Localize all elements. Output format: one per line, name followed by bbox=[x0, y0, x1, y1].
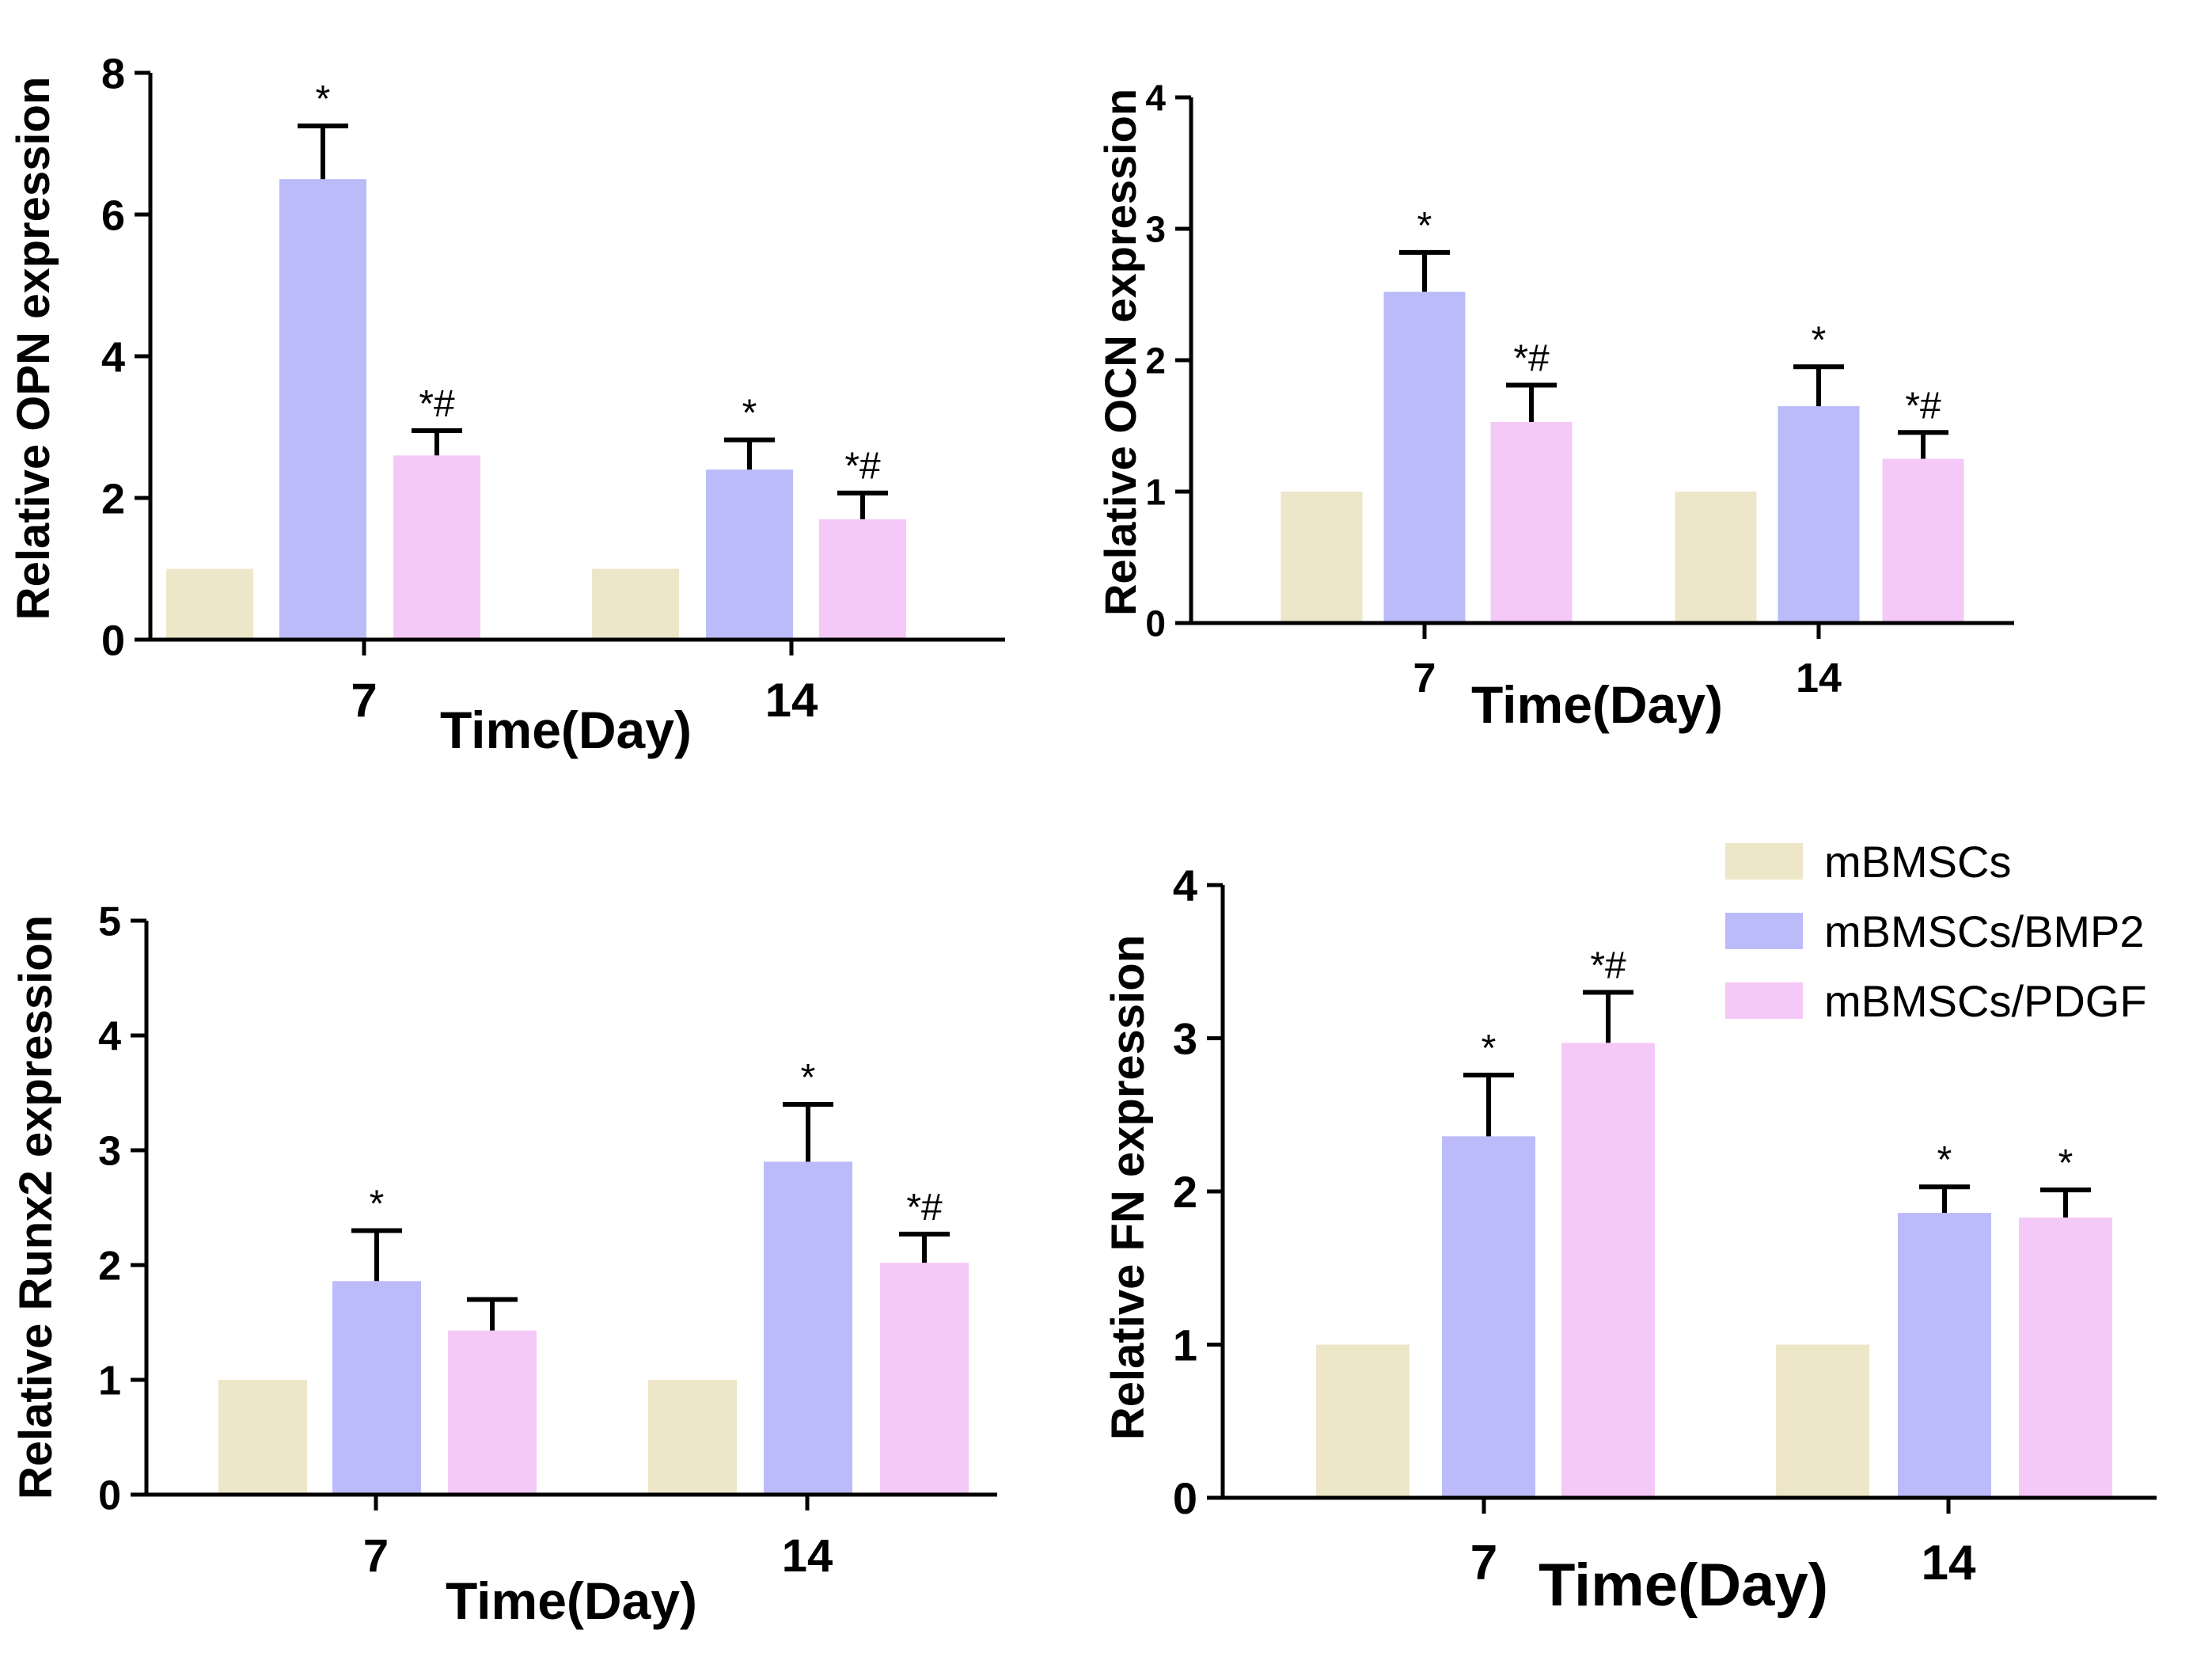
y-tick-label: 2 bbox=[101, 475, 125, 522]
bar bbox=[393, 455, 480, 637]
legend-label-mbmscs-pdgf: mBMSCs/PDGF bbox=[1824, 976, 2147, 1026]
legend-label-mbmscs-bmp2: mBMSCs/BMP2 bbox=[1824, 906, 2145, 956]
bar bbox=[166, 569, 253, 638]
significance-mark: * bbox=[370, 1184, 385, 1225]
y-tick-label: 4 bbox=[1145, 78, 1166, 119]
y-tick-label: 3 bbox=[98, 1129, 121, 1175]
significance-mark: *# bbox=[1513, 338, 1550, 380]
y-tick-label: 1 bbox=[1173, 1320, 1197, 1370]
y-tick-label: 2 bbox=[1173, 1167, 1197, 1217]
x-tick-label: 7 bbox=[1470, 1536, 1497, 1590]
ocn-chart-panel: 0 1 2 3 4 7 14 * * *# *# Time(Day) Relative OCN expr… bbox=[1095, 78, 2014, 734]
bar bbox=[1491, 422, 1573, 621]
significance-mark: * bbox=[316, 78, 331, 120]
y-axis-title: Relative Runx2 expression bbox=[10, 915, 62, 1499]
y-tick-label: 1 bbox=[1145, 472, 1166, 513]
y-tick-label: 0 bbox=[1145, 603, 1166, 644]
x-axis-title: Time(Day) bbox=[446, 1571, 697, 1630]
significance-mark: * bbox=[2058, 1142, 2074, 1184]
y-tick-label: 5 bbox=[98, 899, 121, 945]
y-tick-label: 2 bbox=[98, 1244, 121, 1290]
x-tick-label: 14 bbox=[1922, 1536, 1976, 1590]
x-tick-label: 7 bbox=[1413, 655, 1436, 701]
x-axis-title: Time(Day) bbox=[440, 701, 692, 759]
bar bbox=[1316, 1345, 1410, 1496]
bar bbox=[706, 469, 793, 637]
legend-swatch-mbmscs-pdgf bbox=[1725, 982, 1803, 1019]
y-tick-label: 3 bbox=[1145, 209, 1166, 250]
y-tick-label: 2 bbox=[1145, 340, 1166, 382]
y-tick-label: 0 bbox=[1173, 1473, 1197, 1523]
y-tick-label: 4 bbox=[101, 333, 125, 381]
x-tick-label: 14 bbox=[1796, 655, 1842, 701]
legend-label-mbmscs: mBMSCs bbox=[1824, 837, 2011, 887]
bar bbox=[1442, 1136, 1535, 1495]
y-tick-label: 4 bbox=[1173, 861, 1197, 910]
y-axis-title: Relative OPN expression bbox=[8, 77, 59, 621]
bar bbox=[1776, 1345, 1869, 1496]
significance-mark: * bbox=[742, 393, 757, 435]
bar bbox=[764, 1162, 852, 1493]
legend-swatch-mbmscs-bmp2 bbox=[1725, 913, 1803, 949]
y-tick-label: 6 bbox=[101, 192, 125, 239]
significance-mark: * bbox=[801, 1057, 816, 1099]
significance-mark: *# bbox=[1905, 385, 1941, 427]
legend-swatch-mbmscs bbox=[1725, 843, 1803, 880]
figure-canvas: 024687 14***#*#Time(Day)Relative OPN expr… bbox=[0, 0, 2212, 1668]
x-axis-title: Time(Day) bbox=[1539, 1552, 1828, 1619]
significance-mark: * bbox=[1417, 205, 1432, 247]
bar bbox=[2019, 1218, 2112, 1496]
bar bbox=[1281, 492, 1363, 621]
runx2-chart-panel: 0 1 2 3 4 5 7 14 * * *# Time(Day) Relative Runx2 exp… bbox=[10, 899, 997, 1630]
bar bbox=[880, 1263, 969, 1492]
bar bbox=[592, 569, 679, 638]
bar bbox=[819, 519, 906, 638]
significance-mark: * bbox=[1937, 1139, 1952, 1181]
bar bbox=[1675, 492, 1757, 621]
y-tick-label: 0 bbox=[98, 1473, 121, 1519]
fn-chart-panel: 0 1 2 3 4 7 14 * * *# * Time(Day) Relative FN expres… bbox=[1102, 861, 2157, 1619]
significance-mark: *# bbox=[419, 383, 455, 425]
bar bbox=[332, 1281, 421, 1492]
significance-mark: * bbox=[1812, 319, 1827, 361]
x-axis-title: Time(Day) bbox=[1471, 675, 1723, 734]
bar bbox=[1883, 459, 1964, 621]
x-tick-label: 14 bbox=[765, 674, 818, 727]
bar bbox=[218, 1380, 307, 1493]
y-tick-label: 8 bbox=[101, 50, 125, 97]
opn-chart-panel: 0 2 4 6 8 7 14 * * *# *# Time(Day) Relative OPN expr… bbox=[8, 50, 1005, 759]
significance-mark: * bbox=[1482, 1028, 1497, 1070]
bar bbox=[448, 1331, 537, 1493]
significance-mark: *# bbox=[1590, 944, 1626, 986]
y-tick-label: 1 bbox=[98, 1358, 121, 1404]
bar bbox=[648, 1380, 737, 1493]
bar bbox=[1898, 1213, 1991, 1495]
significance-mark: *# bbox=[906, 1187, 943, 1229]
x-tick-label: 7 bbox=[363, 1530, 389, 1582]
chart-legend: mBMSCs mBMSCs/BMP2 mBMSCs/PDGF bbox=[1725, 837, 2147, 1026]
bar bbox=[279, 179, 366, 637]
x-tick-label: 7 bbox=[351, 674, 377, 727]
y-axis-title: Relative OCN expression bbox=[1095, 89, 1145, 616]
y-tick-label: 3 bbox=[1173, 1014, 1197, 1064]
y-tick-label: 0 bbox=[101, 617, 125, 664]
significance-mark: *# bbox=[844, 446, 881, 488]
y-axis-title: Relative FN expression bbox=[1102, 935, 1154, 1440]
bar bbox=[1384, 292, 1466, 621]
bar bbox=[1561, 1043, 1655, 1495]
y-tick-label: 4 bbox=[98, 1014, 121, 1060]
bar bbox=[1778, 406, 1860, 621]
x-tick-label: 14 bbox=[782, 1530, 833, 1582]
